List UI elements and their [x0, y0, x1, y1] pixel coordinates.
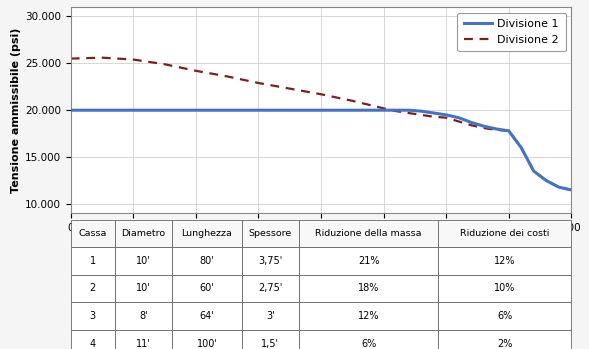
Y-axis label: Tensione ammissibile (psi): Tensione ammissibile (psi) [11, 28, 21, 193]
X-axis label: Temperatura di progetto (F): Temperatura di progetto (F) [228, 237, 414, 250]
Legend: Divisione 1, Divisione 2: Divisione 1, Divisione 2 [458, 13, 566, 51]
